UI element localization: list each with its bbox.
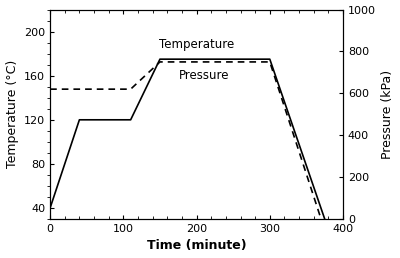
Text: Temperature: Temperature [159,38,234,51]
Text: Pressure: Pressure [179,69,229,82]
Y-axis label: Temperature (°C): Temperature (°C) [6,60,18,168]
X-axis label: Time (minute): Time (minute) [147,239,246,252]
Y-axis label: Pressure (kPa): Pressure (kPa) [382,70,394,159]
